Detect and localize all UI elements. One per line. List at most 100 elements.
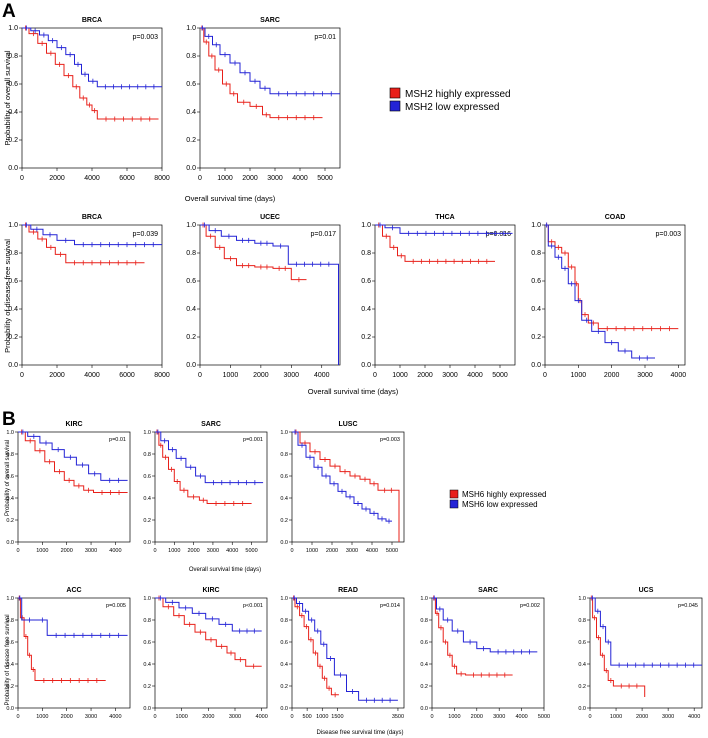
survival-curve-high — [292, 431, 400, 542]
legend-msh2-high-label: MSH2 highly expressed — [405, 89, 511, 100]
y-tick-label: 0.2 — [420, 684, 428, 690]
chart-8: LUSC p=0.003 0.0 0.2 0.4 0.6 0.8 1.0 0 1000 2000 30… — [280, 421, 405, 554]
x-tick-label: 5000 — [317, 175, 333, 182]
plot-frame — [17, 431, 131, 543]
chart-title: UCEC — [260, 214, 280, 221]
x-tick-label: 0 — [290, 548, 293, 554]
chart-title: SARC — [201, 421, 221, 428]
x-tick-label: 4000 — [84, 175, 100, 182]
x-tick-label: 8000 — [154, 372, 170, 379]
y-tick-label: 0.4 — [143, 662, 151, 668]
y-tick-label: 1.0 — [8, 222, 18, 229]
y-tick-label: 0.6 — [186, 278, 196, 285]
y-tick-label: 0.6 — [6, 640, 14, 646]
x-tick-label: 1500 — [331, 714, 343, 720]
charts-container: BRCA p=0.003 0.0 0.2 0.4 0.6 0.8 1.0 0 2000 4000 60… — [6, 17, 703, 720]
x-tick-label: 1000 — [217, 175, 233, 182]
y-tick-label: 0.4 — [186, 109, 196, 116]
chart-title: ACC — [66, 587, 81, 594]
survival-curve-low — [292, 597, 398, 701]
p-value: p=0.039 — [133, 231, 159, 238]
y-tick-label: 0.6 — [420, 640, 428, 646]
legend-msh6-high-label: MSH6 highly expressed — [462, 490, 546, 499]
x-tick-label: 0 — [198, 372, 202, 379]
p-value: p=0.016 — [486, 231, 512, 238]
y-tick-label: 0.0 — [186, 165, 196, 172]
plot-frame — [589, 597, 703, 709]
row4-ylabel: Probability of disease free survival — [5, 614, 11, 705]
y-tick-label: 0.0 — [6, 706, 14, 712]
plot-frame — [431, 597, 545, 709]
x-tick-label: 5000 — [492, 372, 508, 379]
x-tick-label: 3000 — [662, 714, 674, 720]
y-tick-label: 0.8 — [8, 53, 18, 60]
chart-title: LUSC — [338, 421, 357, 428]
x-tick-label: 6000 — [119, 372, 135, 379]
row3-xlabel: Overall survival time (days) — [189, 567, 261, 573]
row1-xlabel: Overall survival time (days) — [185, 194, 276, 203]
chart-3: UCEC p=0.017 0.0 0.2 0.4 0.6 0.8 1.0 0 1000 2000 30… — [186, 214, 341, 379]
x-tick-label: 1000 — [571, 372, 587, 379]
survival-curve-high — [155, 597, 262, 667]
y-tick-label: 0.6 — [143, 474, 151, 480]
y-tick-label: 0.4 — [6, 662, 14, 668]
chart-title: SARC — [260, 17, 280, 24]
y-tick-label: 0.6 — [8, 81, 18, 88]
y-tick-label: 0.8 — [280, 618, 288, 624]
survival-curve-high — [292, 597, 339, 696]
p-value: p=0.003 — [380, 437, 400, 443]
x-tick-label: 2000 — [242, 175, 258, 182]
p-value: p=0.003 — [656, 231, 682, 238]
chart-0: BRCA p=0.003 0.0 0.2 0.4 0.6 0.8 1.0 0 2000 4000 60… — [8, 17, 170, 182]
y-tick-label: 1.0 — [361, 222, 371, 229]
y-tick-label: 1.0 — [143, 430, 151, 436]
y-tick-label: 0.2 — [280, 684, 288, 690]
y-tick-label: 0.6 — [8, 278, 18, 285]
y-tick-label: 0.6 — [578, 640, 586, 646]
survival-curve-high — [432, 597, 513, 676]
survival-curve-high — [18, 597, 106, 681]
row2-xlabel: Overall survival time (days) — [308, 387, 399, 396]
y-tick-label: 0.6 — [6, 474, 14, 480]
x-tick-label: 4000 — [292, 175, 308, 182]
x-tick-label: 3000 — [346, 548, 358, 554]
x-tick-label: 2000 — [417, 372, 433, 379]
x-tick-label: 4000 — [515, 714, 527, 720]
y-tick-label: 0.8 — [186, 53, 196, 60]
x-tick-label: 3000 — [284, 372, 300, 379]
p-value: p=0.003 — [133, 34, 159, 41]
x-tick-label: 0 — [153, 548, 156, 554]
x-tick-label: 5000 — [245, 548, 257, 554]
x-tick-label: 0 — [16, 548, 19, 554]
y-tick-label: 0.2 — [8, 137, 18, 144]
y-tick-label: 0.2 — [143, 518, 151, 524]
survival-curve-low — [545, 224, 655, 359]
y-tick-label: 0.4 — [280, 496, 288, 502]
legend-msh6-low-swatch — [449, 499, 459, 509]
y-tick-label: 0.6 — [361, 278, 371, 285]
p-value: p<0.001 — [243, 603, 263, 609]
survival-curve-low — [18, 597, 128, 636]
y-tick-label: 0.0 — [361, 362, 371, 369]
x-tick-label: 1000 — [392, 372, 408, 379]
y-tick-label: 1.0 — [186, 25, 196, 32]
panel-letter-b: B — [2, 409, 16, 430]
x-tick-label: 3000 — [229, 714, 241, 720]
x-tick-label: 0 — [588, 714, 591, 720]
chart-title: UCS — [639, 587, 654, 594]
chart-title: BRCA — [82, 214, 102, 221]
y-tick-label: 0.4 — [420, 662, 428, 668]
plot-frame — [291, 431, 405, 543]
p-value: p=0.017 — [311, 231, 337, 238]
survival-curve-high — [200, 224, 307, 281]
chart-12: SARC p=0.002 0.0 0.2 0.4 0.6 0.8 1.0 0 1000 2000 30… — [420, 587, 550, 720]
row4-xlabel: Disease free survival time (days) — [316, 730, 403, 736]
y-tick-label: 0.8 — [578, 618, 586, 624]
legend-msh2-high-swatch — [389, 87, 401, 99]
x-tick-label: 2000 — [49, 372, 65, 379]
x-tick-label: 0 — [20, 175, 24, 182]
plot-frame — [374, 224, 516, 366]
y-tick-label: 0.8 — [8, 250, 18, 257]
row1-ylabel: Probability of overall survival — [3, 50, 12, 145]
